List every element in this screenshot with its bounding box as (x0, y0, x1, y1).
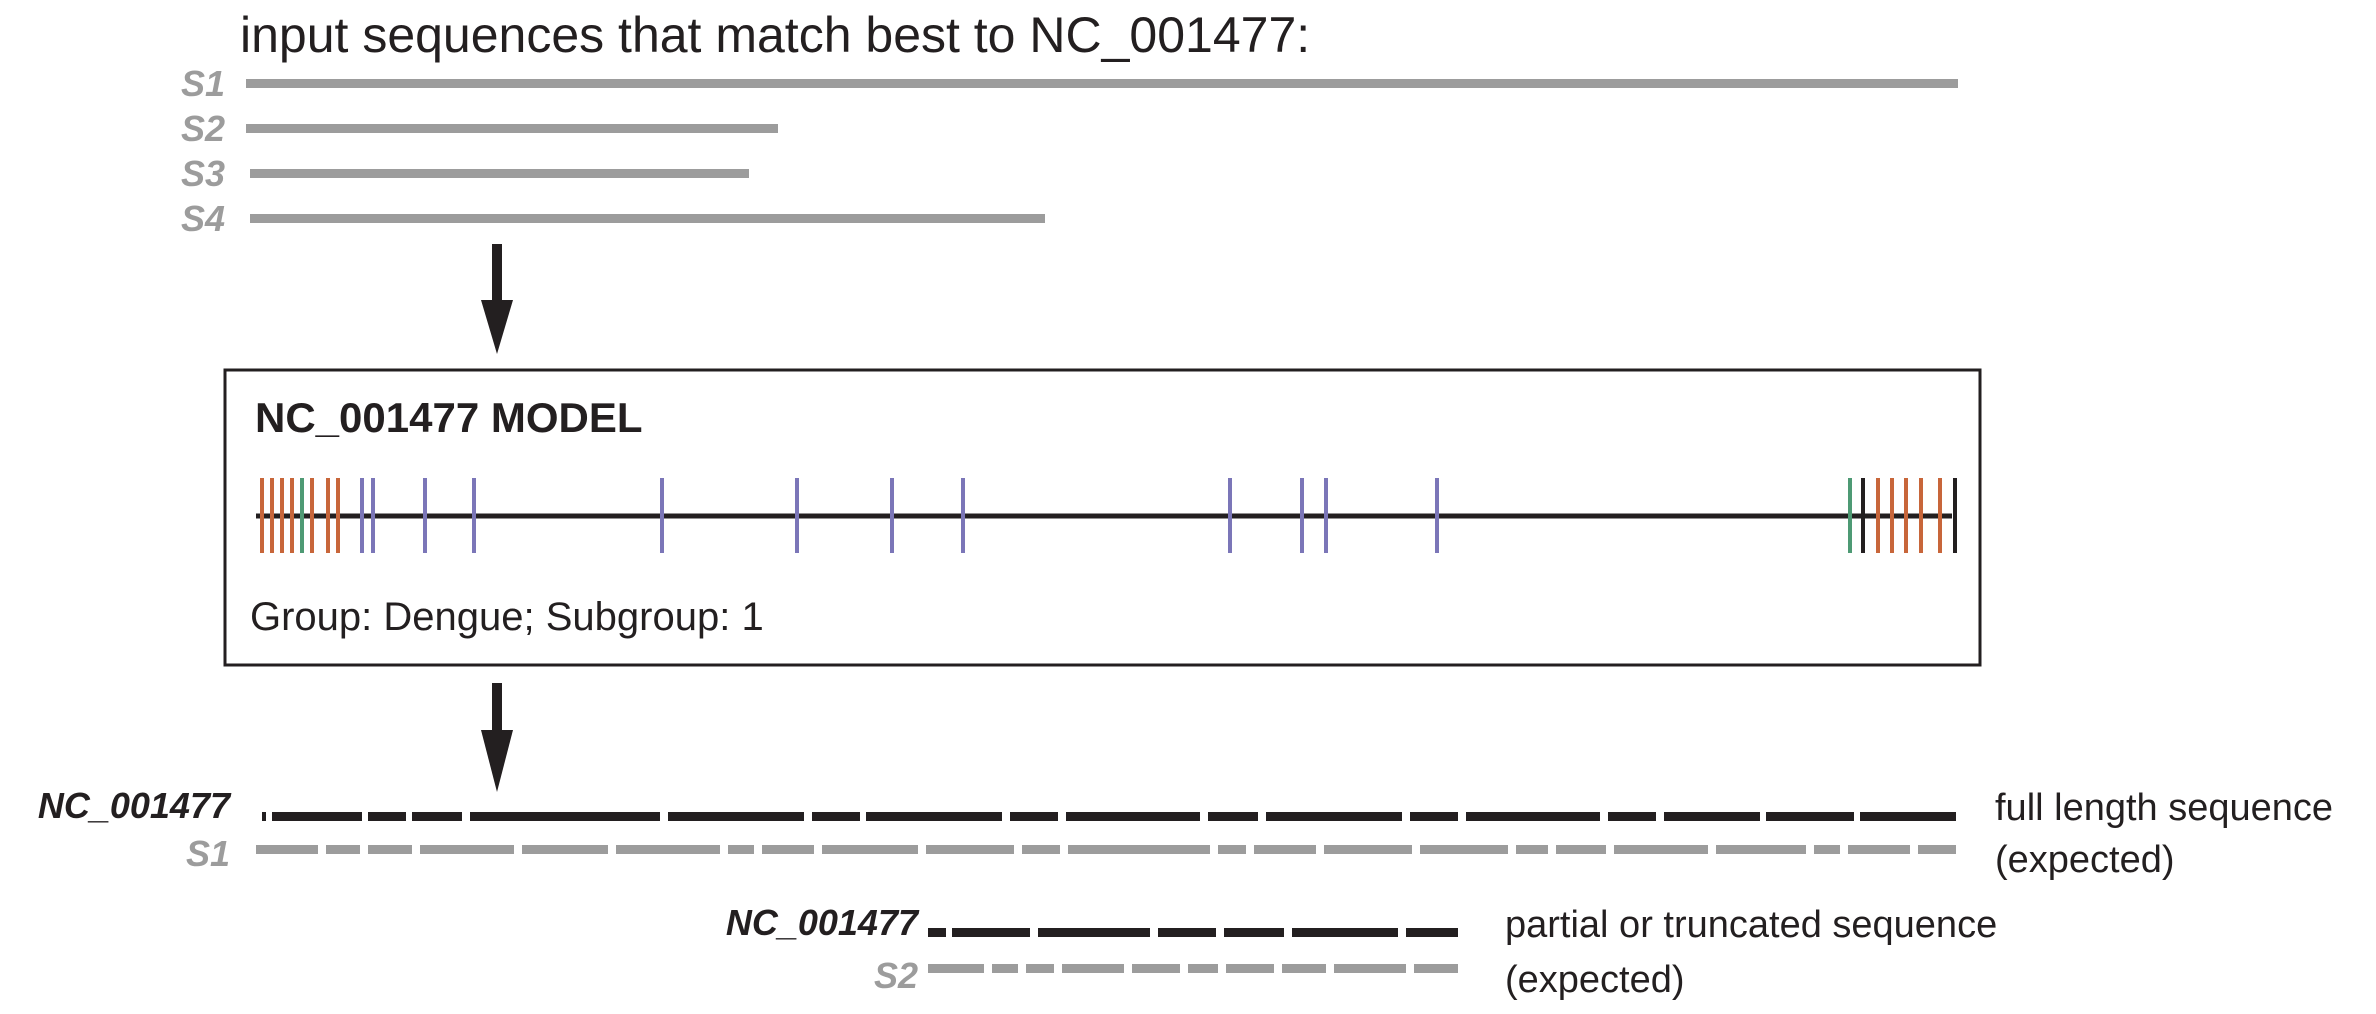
model-box: NC_001477 MODEL Group: Dengue; Subgroup:… (223, 368, 1982, 667)
full-ref-dash (1208, 812, 1258, 821)
full-query-dash (1254, 845, 1316, 854)
partial-ref-dash (928, 928, 946, 937)
partial-query-track (928, 964, 1458, 973)
full-query-dash (1716, 845, 1806, 854)
partial-ref-dash (1292, 928, 1398, 937)
partial-ref-track (928, 928, 1458, 937)
partial-query-label: S2 (874, 955, 918, 996)
partial-query-dash (1226, 964, 1274, 973)
full-query-dash (368, 845, 412, 854)
model-subtitle: Group: Dengue; Subgroup: 1 (250, 595, 764, 639)
full-ref-track (262, 812, 1956, 821)
partial-description-line1: partial or truncated sequence (1505, 904, 1997, 946)
full-ref-dash (272, 812, 362, 821)
arrow-down-icon (481, 244, 513, 354)
full-ref-dash (1766, 812, 1854, 821)
partial-ref-label: NC_001477 (726, 902, 920, 943)
model-feature-ticks (260, 478, 1957, 553)
full-ref-dash (668, 812, 804, 821)
partial-query-dash (928, 964, 984, 973)
full-ref-dash (1010, 812, 1058, 821)
input-seq-label-s2: S2 (181, 108, 225, 149)
partial-query-dash (992, 964, 1018, 973)
full-query-dash (762, 845, 814, 854)
full-ref-dash (1066, 812, 1200, 821)
full-query-dash (1814, 845, 1840, 854)
full-query-dash (326, 845, 360, 854)
partial-query-dash (1414, 964, 1458, 973)
partial-ref-dash (1224, 928, 1284, 937)
model-title: NC_001477 MODEL (255, 394, 643, 441)
full-ref-dash (866, 812, 1002, 821)
input-seq-label-s3: S3 (181, 153, 225, 194)
input-seq-bar-s3 (250, 169, 749, 178)
partial-query-dash (1026, 964, 1054, 973)
full-ref-dash (812, 812, 860, 821)
full-ref-dash (368, 812, 406, 821)
full-query-label: S1 (186, 833, 230, 874)
full-query-dash (1022, 845, 1060, 854)
full-ref-dash (470, 812, 660, 821)
full-query-dash (1218, 845, 1246, 854)
full-query-dash (822, 845, 918, 854)
full-ref-dash (1410, 812, 1458, 821)
partial-description-line2: (expected) (1505, 959, 1685, 1001)
full-query-dash (1614, 845, 1708, 854)
partial-alignment: NC_001477 S2 partial or truncated sequen… (726, 902, 1997, 1001)
partial-query-dash (1334, 964, 1406, 973)
partial-query-dash (1062, 964, 1124, 973)
full-query-dash (926, 845, 1014, 854)
full-ref-dash (1466, 812, 1600, 821)
partial-query-dash (1132, 964, 1180, 973)
full-query-dash (1068, 845, 1210, 854)
partial-ref-dash (1412, 928, 1458, 937)
full-query-dash (1848, 845, 1910, 854)
input-seq-label-s1: S1 (181, 63, 225, 104)
full-ref-dash (1664, 812, 1760, 821)
input-seq-bar-s2 (246, 124, 778, 133)
full-query-dash (1420, 845, 1508, 854)
full-ref-dash (1608, 812, 1656, 821)
full-query-dash (616, 845, 720, 854)
full-ref-dash (1860, 812, 1956, 821)
full-query-dash (1918, 845, 1956, 854)
input-seq-label-s4: S4 (181, 198, 225, 239)
full-ref-dash (412, 812, 462, 821)
full-query-track (256, 845, 1956, 854)
full-length-alignment: NC_001477 S1 full length sequence (expec… (38, 785, 2333, 881)
full-ref-label: NC_001477 (38, 785, 232, 826)
partial-ref-dash (952, 928, 1030, 937)
arrow-down-icon (481, 683, 513, 792)
partial-query-dash (1282, 964, 1326, 973)
partial-ref-dash (1158, 928, 1216, 937)
full-query-dash (522, 845, 608, 854)
input-seq-bar-s1 (246, 79, 1958, 88)
full-description-line1: full length sequence (1995, 787, 2333, 829)
full-ref-dash (1266, 812, 1402, 821)
full-query-dash (1324, 845, 1412, 854)
input-sequences: S1 S2 S3 S4 (181, 63, 1958, 239)
partial-ref-dash (1038, 928, 1150, 937)
partial-query-dash (1188, 964, 1218, 973)
input-seq-bar-s4 (250, 214, 1045, 223)
full-description-line2: (expected) (1995, 839, 2175, 881)
full-query-dash (728, 845, 754, 854)
diagram-title: input sequences that match best to NC_00… (240, 7, 1310, 63)
full-query-dash (420, 845, 514, 854)
full-query-dash (1516, 845, 1548, 854)
full-ref-dash (262, 812, 266, 821)
full-query-dash (256, 845, 318, 854)
full-query-dash (1556, 845, 1606, 854)
